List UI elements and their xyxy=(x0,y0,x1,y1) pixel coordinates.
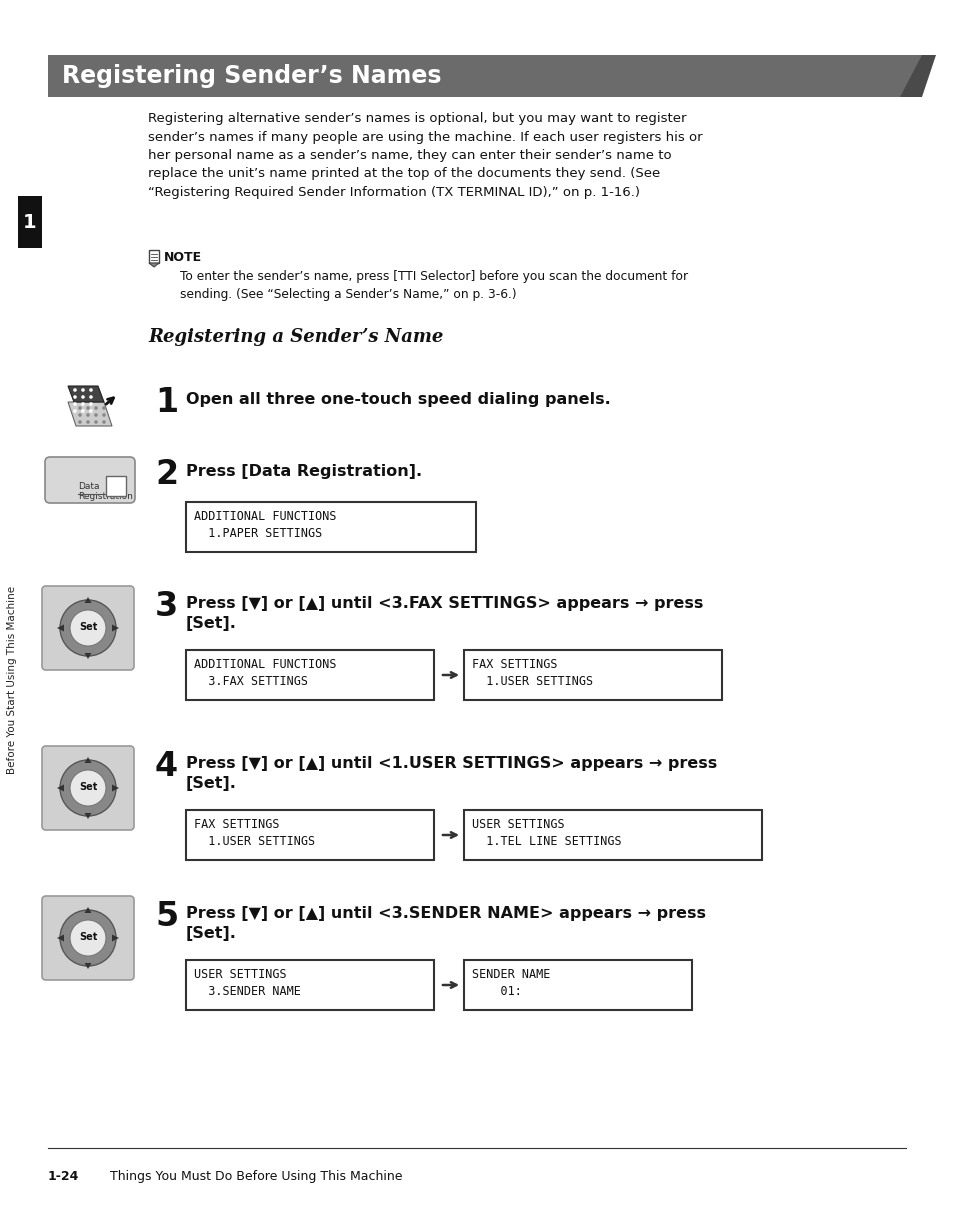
Circle shape xyxy=(78,420,82,423)
Polygon shape xyxy=(899,55,921,97)
Text: Registering Sender’s Names: Registering Sender’s Names xyxy=(62,64,441,88)
Text: 1.USER SETTINGS: 1.USER SETTINGS xyxy=(472,675,593,688)
FancyBboxPatch shape xyxy=(42,896,133,980)
Circle shape xyxy=(86,420,90,423)
Polygon shape xyxy=(899,55,935,97)
FancyBboxPatch shape xyxy=(45,456,135,503)
Circle shape xyxy=(70,771,106,806)
Text: Open all three one-touch speed dialing panels.: Open all three one-touch speed dialing p… xyxy=(186,391,610,407)
Text: 1.PAPER SETTINGS: 1.PAPER SETTINGS xyxy=(193,528,322,540)
Bar xyxy=(18,196,42,248)
Circle shape xyxy=(73,402,77,406)
Polygon shape xyxy=(57,935,64,941)
Circle shape xyxy=(90,388,92,391)
Circle shape xyxy=(94,406,98,410)
Text: FAX SETTINGS: FAX SETTINGS xyxy=(472,658,557,671)
Polygon shape xyxy=(85,598,91,602)
Text: 5: 5 xyxy=(154,899,178,933)
Circle shape xyxy=(60,910,116,966)
Text: 1: 1 xyxy=(23,212,37,232)
Text: 4: 4 xyxy=(154,750,178,783)
Circle shape xyxy=(73,409,77,412)
Text: Set: Set xyxy=(79,622,97,632)
Text: 1.TEL LINE SETTINGS: 1.TEL LINE SETTINGS xyxy=(472,836,621,848)
Bar xyxy=(186,960,434,1010)
Circle shape xyxy=(70,610,106,645)
Text: USER SETTINGS: USER SETTINGS xyxy=(193,968,286,982)
Text: 2: 2 xyxy=(154,458,178,491)
Circle shape xyxy=(94,420,98,423)
Text: ADDITIONAL FUNCTIONS: ADDITIONAL FUNCTIONS xyxy=(193,510,336,523)
Polygon shape xyxy=(85,653,91,659)
Text: Registering a Sender’s Name: Registering a Sender’s Name xyxy=(148,328,443,346)
Text: FAX SETTINGS: FAX SETTINGS xyxy=(193,818,279,831)
Circle shape xyxy=(86,413,90,417)
Circle shape xyxy=(81,395,85,399)
Circle shape xyxy=(70,920,106,956)
Text: Press [▼] or [▲] until <1.USER SETTINGS> appears → press
[Set].: Press [▼] or [▲] until <1.USER SETTINGS>… xyxy=(186,756,717,790)
Circle shape xyxy=(60,760,116,816)
Polygon shape xyxy=(85,814,91,818)
Text: NOTE: NOTE xyxy=(164,252,202,264)
Bar xyxy=(106,476,126,496)
Circle shape xyxy=(90,409,92,412)
Text: Set: Set xyxy=(79,933,97,942)
Polygon shape xyxy=(112,625,119,632)
Polygon shape xyxy=(57,625,64,632)
Polygon shape xyxy=(57,784,64,791)
Polygon shape xyxy=(68,402,112,426)
Text: ADDITIONAL FUNCTIONS: ADDITIONAL FUNCTIONS xyxy=(193,658,336,671)
Circle shape xyxy=(81,402,85,406)
Polygon shape xyxy=(85,907,91,913)
Text: Data: Data xyxy=(78,482,99,491)
Bar xyxy=(186,810,434,860)
Circle shape xyxy=(90,395,92,399)
Circle shape xyxy=(86,406,90,410)
Text: 3.FAX SETTINGS: 3.FAX SETTINGS xyxy=(193,675,308,688)
Text: SENDER NAME: SENDER NAME xyxy=(472,968,550,982)
Polygon shape xyxy=(85,963,91,969)
Polygon shape xyxy=(112,784,119,791)
Polygon shape xyxy=(112,935,119,941)
Circle shape xyxy=(78,406,82,410)
Text: Press [▼] or [▲] until <3.FAX SETTINGS> appears → press
[Set].: Press [▼] or [▲] until <3.FAX SETTINGS> … xyxy=(186,596,702,631)
Text: 1: 1 xyxy=(154,387,178,418)
FancyBboxPatch shape xyxy=(42,587,133,670)
Text: 3.SENDER NAME: 3.SENDER NAME xyxy=(193,985,300,998)
Circle shape xyxy=(81,388,85,391)
Bar xyxy=(463,960,691,1010)
Polygon shape xyxy=(85,757,91,763)
Text: USER SETTINGS: USER SETTINGS xyxy=(472,818,564,831)
Circle shape xyxy=(78,413,82,417)
Bar xyxy=(463,810,761,860)
Circle shape xyxy=(102,420,106,423)
Bar xyxy=(463,650,721,699)
Text: Set: Set xyxy=(79,782,97,791)
Text: Press [Data Registration].: Press [Data Registration]. xyxy=(186,464,421,479)
Circle shape xyxy=(94,413,98,417)
Text: 01:: 01: xyxy=(472,985,521,998)
Text: Press [▼] or [▲] until <3.SENDER NAME> appears → press
[Set].: Press [▼] or [▲] until <3.SENDER NAME> a… xyxy=(186,906,705,941)
Text: 1-24: 1-24 xyxy=(48,1171,79,1183)
Text: Registration: Registration xyxy=(78,492,132,501)
Text: 1.USER SETTINGS: 1.USER SETTINGS xyxy=(193,836,314,848)
Circle shape xyxy=(102,413,106,417)
Polygon shape xyxy=(149,263,159,267)
Text: To enter the sender’s name, press [TTI Selector] before you scan the document fo: To enter the sender’s name, press [TTI S… xyxy=(180,270,687,301)
Bar xyxy=(48,55,899,97)
Circle shape xyxy=(60,600,116,656)
Polygon shape xyxy=(68,387,104,402)
Text: Before You Start Using This Machine: Before You Start Using This Machine xyxy=(7,587,17,774)
Circle shape xyxy=(90,402,92,406)
Circle shape xyxy=(102,406,106,410)
Text: Things You Must Do Before Using This Machine: Things You Must Do Before Using This Mac… xyxy=(110,1171,402,1183)
Circle shape xyxy=(73,388,77,391)
Text: 3: 3 xyxy=(154,590,178,623)
Circle shape xyxy=(73,395,77,399)
Bar xyxy=(186,502,476,552)
FancyBboxPatch shape xyxy=(42,746,133,829)
Bar xyxy=(186,650,434,699)
Text: Registering alternative sender’s names is optional, but you may want to register: Registering alternative sender’s names i… xyxy=(148,112,702,199)
Circle shape xyxy=(81,409,85,412)
